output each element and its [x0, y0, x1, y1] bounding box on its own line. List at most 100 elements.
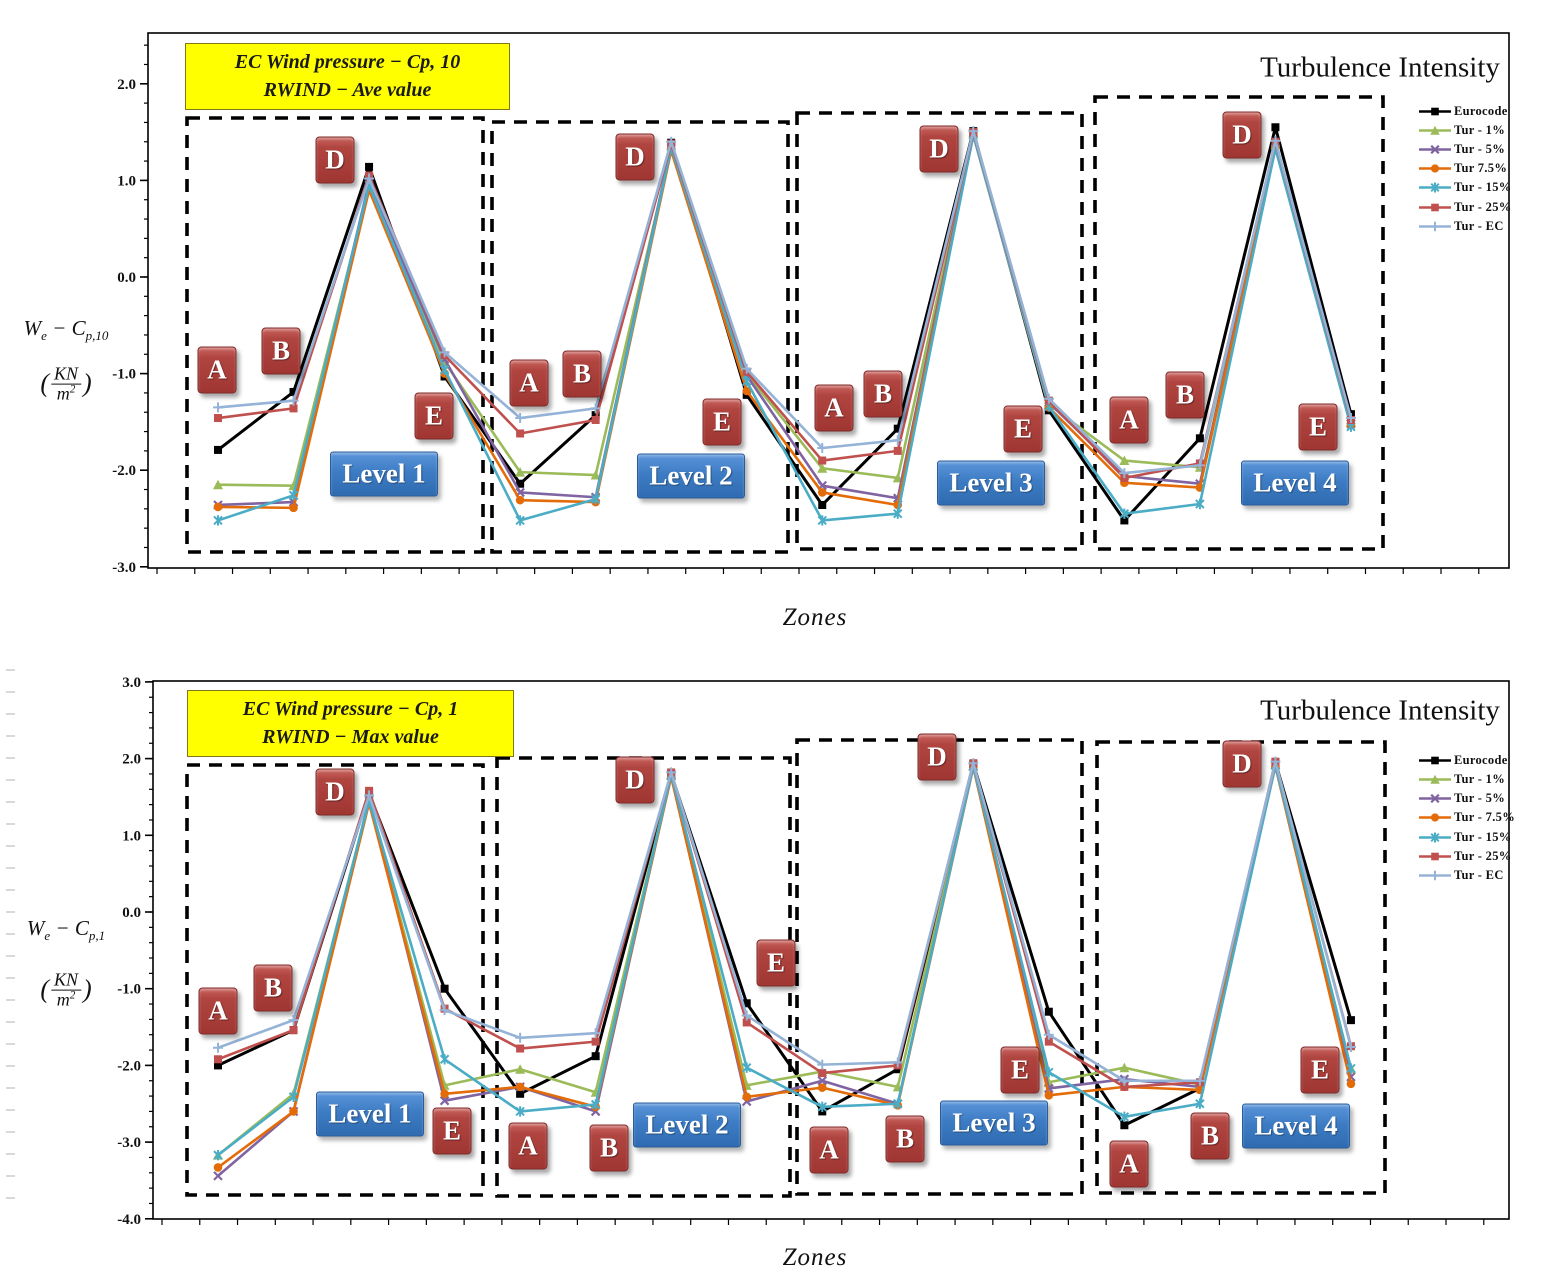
legend-item: Tur - 15%	[1418, 179, 1512, 197]
marker-plus	[439, 347, 450, 358]
legend-label: Tur - 5%	[1454, 141, 1506, 156]
y-tick-label: -3.0	[117, 1135, 141, 1151]
zone-label-e: E	[702, 398, 742, 446]
x-axis-label: Zones	[782, 1244, 848, 1271]
marker-star	[893, 1098, 903, 1109]
marker-triangle	[515, 1064, 526, 1074]
marker-square	[742, 999, 751, 1008]
level-label: Level 3	[937, 460, 1045, 506]
marker-plus	[1430, 221, 1440, 231]
y-tick-label: 1.0	[117, 173, 136, 189]
marker-square	[516, 479, 525, 488]
series-line	[217, 132, 1353, 487]
legend-item: Tur - 1%	[1418, 770, 1505, 788]
marker-plus	[817, 442, 828, 453]
series-line	[217, 764, 1353, 1169]
series-line	[217, 760, 1353, 1127]
marker-square	[591, 1037, 600, 1046]
marker-circle	[289, 503, 298, 513]
zone-label-d: D	[315, 768, 355, 816]
y-axis: 3.0 2.0 1.0 0.0 -1.0 -2.0 -3.0 -4.0	[117, 675, 153, 1228]
legend-label: Tur - 1%	[1454, 122, 1506, 137]
zone-label-d: D	[1222, 740, 1262, 788]
marker-triangle	[1430, 774, 1440, 784]
series-line	[217, 130, 1353, 480]
marker-square	[365, 162, 374, 171]
zone-label-e: E	[1298, 403, 1338, 451]
marker-triangle	[213, 479, 223, 490]
legend-marker-icon	[1419, 832, 1451, 843]
series-tur-1-	[213, 129, 1356, 491]
marker-plus	[590, 403, 601, 414]
zone-label-b: B	[863, 370, 903, 418]
legend-marker-icon	[1419, 164, 1451, 173]
y-tick-label: 1.0	[122, 828, 141, 844]
marker-plus	[1345, 413, 1356, 424]
legend-marker-icon	[1419, 794, 1451, 804]
legend-marker-icon	[1419, 182, 1451, 193]
zone-label-e: E	[1003, 405, 1043, 453]
marker-star	[1430, 182, 1440, 193]
marker-x	[213, 1171, 223, 1181]
level-dashed-box	[1093, 95, 1385, 551]
marker-star	[742, 1062, 752, 1073]
legend-item: Eurocode	[1418, 102, 1508, 120]
series-tur-ec	[213, 126, 1356, 479]
legend-item: Tur - 7.5%	[1418, 809, 1515, 827]
legend-label: Tur - 5%	[1454, 791, 1506, 806]
marker-star	[288, 1091, 299, 1103]
series-line	[217, 129, 1353, 475]
zone-label-b: B	[253, 964, 293, 1012]
marker-x	[817, 1075, 828, 1086]
legend-item: Tur - EC	[1418, 867, 1504, 885]
marker-square	[1271, 123, 1280, 132]
level-dashed-boxes	[185, 95, 1385, 554]
marker-circle	[213, 1163, 223, 1172]
marker-star	[1430, 832, 1440, 843]
chart-wind-pressure-cp10-average: 2.0 1.0 0.0 -1.0 -2.0 -3.0	[112, 32, 1510, 576]
marker-square	[1195, 434, 1204, 443]
marker-circle	[440, 1089, 449, 1099]
series-line	[217, 131, 1353, 507]
series-line	[217, 760, 1353, 1089]
legend-label: Tur - EC	[1454, 218, 1504, 233]
legend-marker-icon	[1419, 221, 1451, 231]
marker-star	[1119, 1111, 1130, 1122]
marker-plus	[968, 758, 979, 769]
zone-label-a: A	[1109, 396, 1149, 444]
y-axis-unit: (KN m2)	[40, 969, 92, 1010]
marker-circle	[742, 386, 752, 396]
y-tick-label: 2.0	[122, 752, 141, 768]
legend-label: Tur - 7.5%	[1454, 810, 1516, 825]
marker-x	[439, 1095, 450, 1106]
series-line	[217, 764, 1353, 1157]
marker-plus	[1430, 871, 1440, 881]
y-axis-label: We − Cp,1	[26, 915, 106, 944]
marker-square	[1346, 1016, 1355, 1025]
marker-square	[440, 984, 449, 993]
marker-square	[1120, 1082, 1129, 1091]
zone-label-a: A	[508, 1122, 548, 1170]
level-label: Level 1	[316, 1091, 424, 1137]
legend-marker-icon	[1419, 203, 1451, 211]
marker-square	[893, 424, 902, 433]
y-axis: 2.0 1.0 0.0 -1.0 -2.0 -3.0	[112, 44, 148, 576]
marker-plus	[1345, 1041, 1356, 1052]
y-tick-label: 3.0	[122, 675, 141, 691]
marker-plus	[1043, 1029, 1054, 1040]
legend-marker-icon	[1419, 125, 1451, 135]
zone-label-e: E	[1300, 1046, 1340, 1094]
legend-label: Tur - 15%	[1454, 180, 1512, 195]
marker-triangle	[515, 467, 526, 477]
legend-label: Eurocode	[1454, 103, 1508, 118]
legend-marker-icon	[1419, 144, 1451, 154]
marker-square	[516, 1089, 525, 1098]
series-line	[217, 133, 1353, 522]
legend-label: Eurocode	[1454, 752, 1508, 767]
y-tick-label: 0.0	[122, 905, 141, 921]
marker-circle	[515, 495, 525, 505]
y-tick-label: -3.0	[112, 560, 136, 576]
marker-star	[1119, 508, 1130, 519]
marker-star	[1346, 1063, 1356, 1074]
zone-label-b: B	[1165, 371, 1205, 419]
